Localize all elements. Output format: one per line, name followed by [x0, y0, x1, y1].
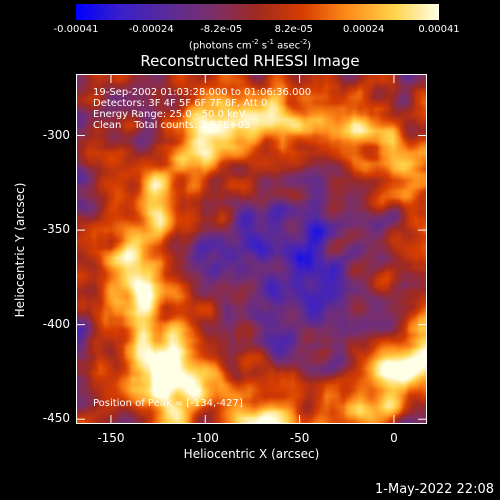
annotation-time: 19-Sep-2002 01:03:28.000 to 01:06:36.000 [93, 87, 312, 98]
x-tick-label: -150 [97, 431, 125, 445]
annotation-peak: Position of Peak = [-134,-427] [93, 398, 243, 409]
plot-title: Reconstructed RHESSI Image [140, 52, 360, 70]
y-tick-label: -400 [42, 316, 70, 331]
x-tick-label: -50 [289, 431, 310, 445]
x-tick-label: -100 [191, 431, 219, 445]
annotation-counts: Clean Total counts: 2.57E+03 [93, 120, 251, 131]
colorbar [76, 4, 439, 20]
y-axis-label: Heliocentric Y (arcsec) [13, 182, 27, 318]
rhessi-image [77, 75, 426, 423]
colorbar-tick-label: 8.2e-05 [274, 24, 313, 35]
annotation-detectors: Detectors: 3F 4F 5F 6F 7F 8F, Att 0 [93, 98, 268, 109]
colorbar-tick-label: 0.00024 [343, 24, 385, 35]
colorbar-tick-label: -0.00024 [128, 24, 174, 35]
y-tick-label: -300 [42, 127, 70, 142]
axis-tickmarks [77, 75, 426, 423]
x-axis-label: Heliocentric X (arcsec) [183, 447, 320, 461]
y-tick-label: -350 [42, 222, 70, 237]
colorbar-tick-label: -0.00041 [53, 24, 99, 35]
x-tick-label: 0 [390, 431, 398, 445]
colorbar-tick-label: -8.2e-05 [200, 24, 243, 35]
y-tick-label: -450 [42, 411, 70, 426]
colorbar-unit-label: (photons cm-2 s-1 asec-2) [188, 38, 312, 52]
image-plot: 19-Sep-2002 01:03:28.000 to 01:06:36.000… [76, 74, 427, 424]
annotation-energy: Energy Range: 25.0 - 50.0 keV [93, 109, 246, 120]
colorbar-tick-label: 0.00041 [418, 24, 460, 35]
colorbar-gradient [76, 4, 439, 20]
timestamp-footer: 1-May-2022 22:08 [375, 482, 494, 497]
